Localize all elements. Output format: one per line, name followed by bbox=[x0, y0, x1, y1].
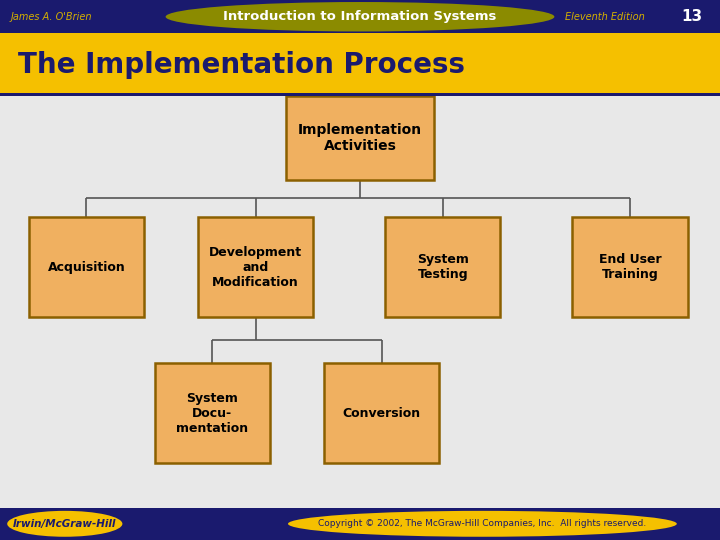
FancyBboxPatch shape bbox=[572, 217, 688, 317]
Ellipse shape bbox=[166, 2, 554, 31]
Bar bbox=[0, 93, 720, 96]
Text: 13: 13 bbox=[681, 9, 702, 24]
Text: Eleventh Edition: Eleventh Edition bbox=[565, 12, 645, 22]
Text: Implementation
Activities: Implementation Activities bbox=[298, 123, 422, 153]
Text: End User
Training: End User Training bbox=[599, 253, 661, 281]
Ellipse shape bbox=[288, 511, 677, 537]
Text: Copyright © 2002, The McGraw-Hill Companies, Inc.  All rights reserved.: Copyright © 2002, The McGraw-Hill Compan… bbox=[318, 519, 647, 528]
Text: Development
and
Modification: Development and Modification bbox=[209, 246, 302, 289]
Bar bbox=[0, 0, 720, 33]
Ellipse shape bbox=[7, 511, 122, 537]
FancyBboxPatch shape bbox=[385, 217, 500, 317]
Text: System
Testing: System Testing bbox=[417, 253, 469, 281]
Text: The Implementation Process: The Implementation Process bbox=[18, 51, 465, 78]
Bar bbox=[0, 33, 720, 96]
Text: James A. O'Brien: James A. O'Brien bbox=[11, 12, 92, 22]
Text: Introduction to Information Systems: Introduction to Information Systems bbox=[223, 10, 497, 23]
Text: Irwin/McGraw-Hill: Irwin/McGraw-Hill bbox=[13, 519, 117, 529]
Text: System
Docu-
mentation: System Docu- mentation bbox=[176, 392, 248, 435]
FancyBboxPatch shape bbox=[155, 363, 270, 463]
Bar bbox=[0, 508, 720, 540]
FancyBboxPatch shape bbox=[198, 217, 313, 317]
Text: Acquisition: Acquisition bbox=[48, 261, 125, 274]
FancyBboxPatch shape bbox=[287, 96, 433, 179]
FancyBboxPatch shape bbox=[324, 363, 439, 463]
FancyBboxPatch shape bbox=[29, 217, 144, 317]
Text: Conversion: Conversion bbox=[343, 407, 420, 420]
